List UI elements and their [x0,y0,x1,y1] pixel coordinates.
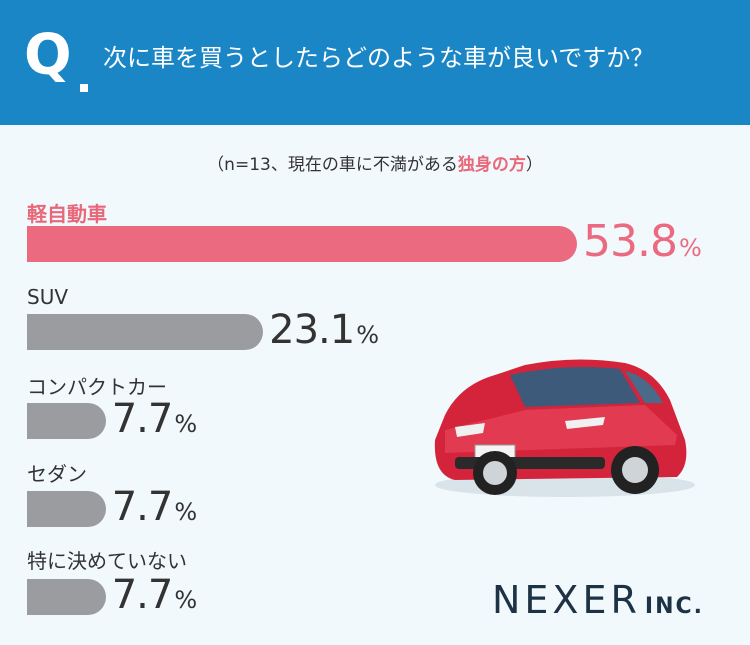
value-label: 7.7% [111,484,197,530]
value-unit: % [174,410,197,438]
brand-name: NEXER [492,578,641,622]
header-banner: Q 次に車を買うとしたらどのような車が良いですか？ [0,0,750,125]
value-unit: % [678,234,702,262]
q-dot [80,84,88,92]
category-label: コンパクトカー [27,375,167,399]
bar [27,314,264,350]
car-illustration [434,359,695,497]
q-mark: Q [24,23,72,88]
bar [27,226,577,262]
question-text: 次に車を買うとしたらどのような車が良いですか？ [103,44,655,72]
value-number: 7.7 [111,396,174,442]
value-unit: % [174,498,197,526]
value-number: 23.1 [269,307,355,353]
bar [27,403,106,439]
category-label: SUV [27,285,69,309]
sample-prefix: （n=13、現在の車に不満がある [207,155,458,175]
sample-note: （n=13、現在の車に不満がある独身の方） [0,150,750,175]
value-label: 23.1% [269,307,379,353]
category-label: 軽自動車 [27,202,107,226]
category-label: 特に決めていない [27,549,187,573]
value-number: 7.7 [111,572,174,618]
brand-suffix: INC. [644,594,704,619]
sample-highlight: 独身の方 [457,155,526,175]
value-number: 7.7 [111,484,174,530]
value-label: 7.7% [111,396,197,442]
value-number: 53.8 [583,216,678,267]
value-unit: % [174,586,197,614]
value-label: 7.7% [111,572,197,618]
sample-suffix: ） [525,155,543,175]
bar [27,491,106,527]
value-unit: % [356,321,379,349]
brand-logo: NEXER INC. [492,578,704,622]
category-label: セダン [27,462,87,486]
bar [27,579,106,615]
value-label: 53.8% [583,220,702,264]
